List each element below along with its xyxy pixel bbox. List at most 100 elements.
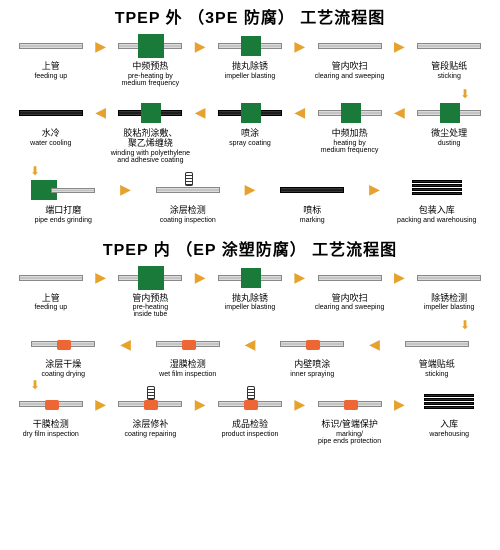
process-step: 管内吹扫clearing and sweeping bbox=[307, 32, 393, 80]
process-row: 上管feeding up ▶ 管内预热pre-heating inside tube… bbox=[0, 264, 500, 319]
process-step: 中频预热pre-heating by medium frequency bbox=[108, 32, 194, 87]
step-graphic bbox=[210, 390, 290, 418]
step-label-en: coating inspection bbox=[160, 217, 216, 224]
process-step: 水冷water cooling bbox=[8, 99, 94, 147]
flow-arrow: ▶ bbox=[243, 176, 257, 204]
process-step: 除锈检测impeller blasting bbox=[406, 264, 492, 312]
flow-arrow: ▶ bbox=[94, 390, 108, 418]
flow-arrow: ▶ bbox=[193, 32, 207, 60]
step-graphic bbox=[310, 99, 390, 127]
step-graphic bbox=[210, 32, 290, 60]
step-label-en: clearing and sweeping bbox=[315, 73, 385, 80]
step-label-cn: 端口打磨 bbox=[45, 206, 81, 216]
step-label-en: impeller blasting bbox=[225, 73, 276, 80]
process-row: 端口打磨pipe ends grinding▶涂层检测coating inspe… bbox=[0, 176, 500, 224]
step-label-en: clearing and sweeping bbox=[315, 304, 385, 311]
step-label-cn: 管内吹扫 bbox=[332, 62, 368, 72]
step-graphic bbox=[23, 176, 103, 204]
step-label-en: pipe ends grinding bbox=[35, 217, 92, 224]
step-graphic bbox=[310, 32, 390, 60]
flow-arrow: ▶ bbox=[368, 176, 382, 204]
step-label-en: water cooling bbox=[30, 140, 71, 147]
process-step: 内壁喷涂inner spraying bbox=[257, 330, 368, 378]
process-step: 喷涂spray coating bbox=[207, 99, 293, 147]
process-step: 上管feeding up bbox=[8, 264, 94, 312]
step-graphic bbox=[310, 390, 390, 418]
step-label-en: pre-heating inside tube bbox=[133, 304, 168, 318]
process-step: 管内吹扫clearing and sweeping bbox=[307, 264, 393, 312]
process-step: 标识/管端保护marking/ pipe ends protection bbox=[307, 390, 393, 445]
step-label-cn: 管内预热 bbox=[132, 294, 168, 304]
step-graphic bbox=[397, 330, 477, 358]
flow-arrow-down: ⬇ bbox=[460, 87, 470, 99]
step-label-cn: 湿膜检测 bbox=[170, 360, 206, 370]
step-label-en: pre-heating by medium frequency bbox=[122, 73, 180, 87]
process-step: 涂层修补coating repairing bbox=[108, 390, 194, 438]
step-label-cn: 抛丸除锈 bbox=[232, 62, 268, 72]
step-label-en: product inspection bbox=[222, 431, 279, 438]
step-label-en: wet film inspection bbox=[159, 371, 216, 378]
step-label-cn: 包装入库 bbox=[419, 206, 455, 216]
step-label-en: feeding up bbox=[34, 73, 67, 80]
step-label-cn: 成品检验 bbox=[232, 420, 268, 430]
flow-arrow: ▶ bbox=[392, 32, 406, 60]
step-graphic bbox=[409, 264, 489, 292]
step-graphic bbox=[23, 330, 103, 358]
step-graphic bbox=[110, 99, 190, 127]
step-graphic bbox=[409, 99, 489, 127]
flow-arrow: ▶ bbox=[392, 264, 406, 292]
step-label-en: marking bbox=[300, 217, 325, 224]
flow-arrow: ▶ bbox=[119, 176, 133, 204]
flow-arrow-down: ⬇ bbox=[460, 318, 470, 330]
process-step: 抛丸除锈impeller blasting bbox=[207, 32, 293, 80]
step-label-cn: 微尘处理 bbox=[431, 129, 467, 139]
process-step: 中频加热heating by medium frequency bbox=[307, 99, 393, 154]
step-graphic bbox=[110, 390, 190, 418]
process-step: 端口打磨pipe ends grinding bbox=[8, 176, 119, 224]
process-step: 上管feeding up bbox=[8, 32, 94, 80]
flow-arrow: ◀ bbox=[293, 99, 307, 127]
flowchart-section: TPEP 内 （EP 涂塑防腐） 工艺流程图上管feeding up▶管内预热p… bbox=[0, 232, 500, 446]
step-label-cn: 涂层干燥 bbox=[45, 360, 81, 370]
step-graphic bbox=[148, 176, 228, 204]
step-label-en: heating by medium frequency bbox=[321, 140, 379, 154]
step-graphic bbox=[409, 390, 489, 418]
step-graphic bbox=[397, 176, 477, 204]
flow-arrow: ◀ bbox=[392, 99, 406, 127]
process-row: 上管feeding up▶中频预热pre-heating by medium f… bbox=[0, 32, 500, 87]
flow-arrow: ▶ bbox=[293, 32, 307, 60]
step-label-en: warehousing bbox=[429, 431, 469, 438]
process-step: 喷标marking bbox=[257, 176, 368, 224]
flow-arrow: ▶ bbox=[293, 390, 307, 418]
process-step: 管端贴纸sticking bbox=[382, 330, 493, 378]
flow-arrow: ◀ bbox=[193, 99, 207, 127]
step-graphic bbox=[272, 176, 352, 204]
flow-arrow: ◀ bbox=[368, 330, 382, 358]
process-row: 干膜检测dry film inspection▶涂层修补coating repa… bbox=[0, 390, 500, 445]
step-label-cn: 抛丸除锈 bbox=[232, 294, 268, 304]
step-label-cn: 喷标 bbox=[303, 206, 321, 216]
step-label-en: packing and warehousing bbox=[397, 217, 476, 224]
process-row: 水冷water cooling◀胶粘剂涂敷、 聚乙烯缠绕winding with… bbox=[0, 99, 500, 164]
flow-arrow: ▶ bbox=[193, 264, 207, 292]
step-label-cn: 管段贴纸 bbox=[431, 62, 467, 72]
step-label-en: dry film inspection bbox=[23, 431, 79, 438]
step-label-en: marking/ pipe ends protection bbox=[318, 431, 381, 445]
step-label-en: dusting bbox=[438, 140, 461, 147]
step-label-en: sticking bbox=[425, 371, 448, 378]
process-step: 包装入库packing and warehousing bbox=[382, 176, 493, 224]
step-label-en: coating drying bbox=[41, 371, 85, 378]
step-label-en: feeding up bbox=[34, 304, 67, 311]
process-step: 干膜检测dry film inspection bbox=[8, 390, 94, 438]
section-title: TPEP 外 （3PE 防腐） 工艺流程图 bbox=[0, 0, 500, 32]
step-graphic bbox=[210, 99, 290, 127]
step-label-cn: 管内吹扫 bbox=[332, 294, 368, 304]
step-label-cn: 干膜检测 bbox=[33, 420, 69, 430]
step-label-cn: 水冷 bbox=[42, 129, 60, 139]
step-graphic bbox=[110, 32, 190, 60]
step-graphic bbox=[409, 32, 489, 60]
step-label-cn: 内壁喷涂 bbox=[294, 360, 330, 370]
step-graphic bbox=[210, 264, 290, 292]
process-step: 管段贴纸sticking bbox=[406, 32, 492, 80]
step-label-cn: 涂层检测 bbox=[170, 206, 206, 216]
